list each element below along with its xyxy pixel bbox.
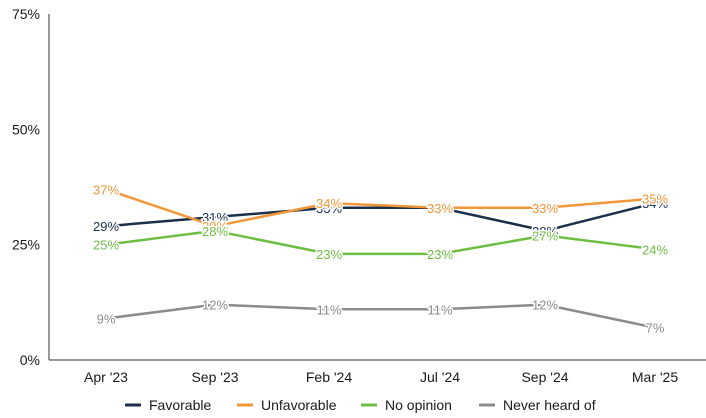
data-label: 27%	[532, 228, 558, 243]
data-label: 7%	[646, 321, 665, 336]
data-label: 33%	[427, 201, 453, 216]
data-label: 33%	[427, 201, 453, 216]
x-tick-label: Mar '25	[632, 369, 678, 385]
data-label: 12%	[202, 298, 228, 313]
y-tick-label: 50%	[12, 121, 40, 137]
data-label: 34%	[642, 196, 668, 211]
data-label: 11%	[316, 302, 341, 317]
data-label: 34%	[316, 196, 342, 211]
data-label: 33%	[532, 201, 558, 216]
data-label: 37%	[93, 182, 119, 197]
series-line-no-opinion	[105, 229, 656, 256]
series-line-unfavorable	[105, 188, 656, 228]
y-tick-label: 75%	[12, 6, 40, 22]
data-label: 29%	[202, 219, 228, 234]
x-tick-label: Sep '24	[521, 369, 568, 385]
legend-label: Unfavorable	[261, 397, 337, 413]
data-label: 28%	[202, 224, 228, 239]
data-label: 11%	[427, 302, 452, 317]
legend-label: Favorable	[149, 397, 211, 413]
y-axis-ticks: 0% 25% 50% 75%	[12, 6, 40, 368]
data-label: 12%	[532, 298, 558, 313]
data-label: 35%	[642, 192, 668, 207]
data-label: 33%	[316, 201, 342, 216]
data-label: 9%	[97, 311, 116, 326]
series-line-favorable	[105, 201, 656, 233]
data-label: 23%	[427, 247, 453, 262]
data-label: 31%	[202, 210, 228, 225]
x-tick-label: Feb '24	[306, 369, 352, 385]
chart-legend: Favorable Unfavorable No opinion Never hear…	[125, 397, 596, 413]
x-tick-label: Apr '23	[84, 369, 128, 385]
data-label: 25%	[93, 238, 119, 253]
data-label: 28%	[532, 224, 558, 239]
x-tick-label: Jul '24	[420, 369, 460, 385]
legend-label: No opinion	[385, 397, 452, 413]
chart-axes	[48, 14, 706, 361]
x-tick-label: Sep '23	[191, 369, 238, 385]
data-label: 29%	[93, 219, 119, 234]
series-line-never-heard-of	[105, 303, 656, 329]
chart-series: 29%31%33% 33%28%34%37%29%34% 33% 33%35%25%2…	[91, 181, 669, 337]
x-axis-ticks: Apr '23 Sep '23 Feb '24 Jul '24 Sep '24 Mar '…	[84, 369, 678, 385]
data-label: 24%	[642, 242, 668, 257]
y-tick-label: 0%	[20, 352, 40, 368]
legend-label: Never heard of	[503, 397, 596, 413]
y-tick-label: 25%	[12, 237, 40, 253]
data-label: 23%	[316, 247, 342, 262]
